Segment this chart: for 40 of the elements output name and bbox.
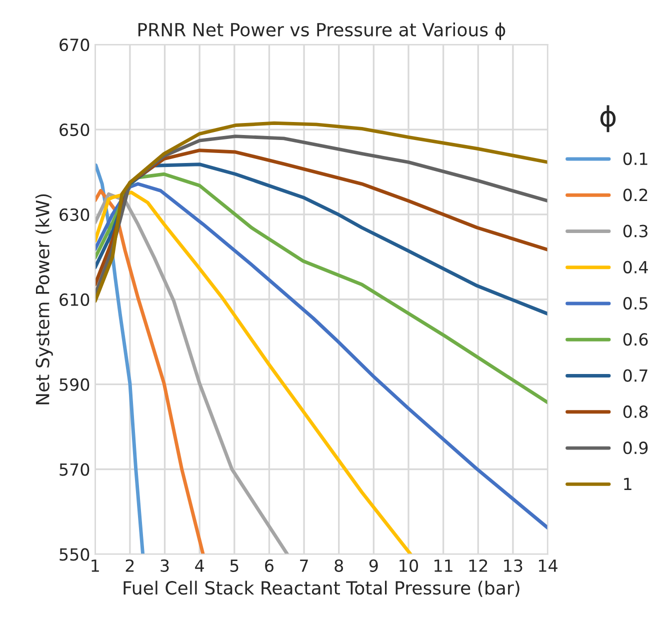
legend-label: 0.8 [623,405,648,418]
line-series [95,172,548,404]
legend-label: 0.1 [623,152,648,166]
legend-label: 0.5 [623,296,648,310]
y-tick-label: 630 [60,208,90,222]
legend-label: 0.7 [623,369,648,382]
x-tick-label: 2 [126,559,134,572]
x-tick-label: 8 [334,559,344,572]
x-tick-label: 7 [300,560,308,572]
legend-label: 0.3 [623,224,648,238]
x-tick-label: 3 [160,559,169,572]
chart-title: PRNR Net Power vs Pressure at Various ϕ [138,22,506,40]
line-series [95,192,290,554]
y-axis-title: Net System Power (kW) [35,194,53,404]
line-series [95,182,548,530]
x-tick-label: 14 [538,560,558,572]
line-series [95,188,205,554]
x-axis-title: Fuel Cell Stack Reactant Total Pressure (bar) [124,580,520,597]
y-tick-label: 670 [60,38,90,52]
x-tick-label: 1 [92,560,99,572]
y-tick-label: 650 [60,123,90,136]
line-series [95,190,412,554]
legend-label: 0.2 [623,188,648,202]
legend-label: 0.6 [623,333,648,346]
x-tick-label: 9 [369,559,378,572]
y-tick-label: 550 [60,548,90,561]
x-tick-label: 13 [504,559,522,572]
x-tick-label: 10 [400,559,418,572]
x-tick-label: 11 [434,560,452,572]
x-tick-label: 6 [265,559,274,572]
x-tick-label: 4 [195,560,204,572]
legend-label: 0.9 [623,442,648,454]
y-tick-label: 590 [60,378,90,391]
legend-label: 0.4 [623,260,648,274]
x-tick-label: 12 [469,559,488,572]
x-tick-label: 5 [230,560,238,572]
y-tick-label: 570 [60,463,90,476]
legend-label: 1 [624,478,632,490]
legend-title: ϕ [600,105,616,132]
y-tick-label: 610 [60,293,90,306]
